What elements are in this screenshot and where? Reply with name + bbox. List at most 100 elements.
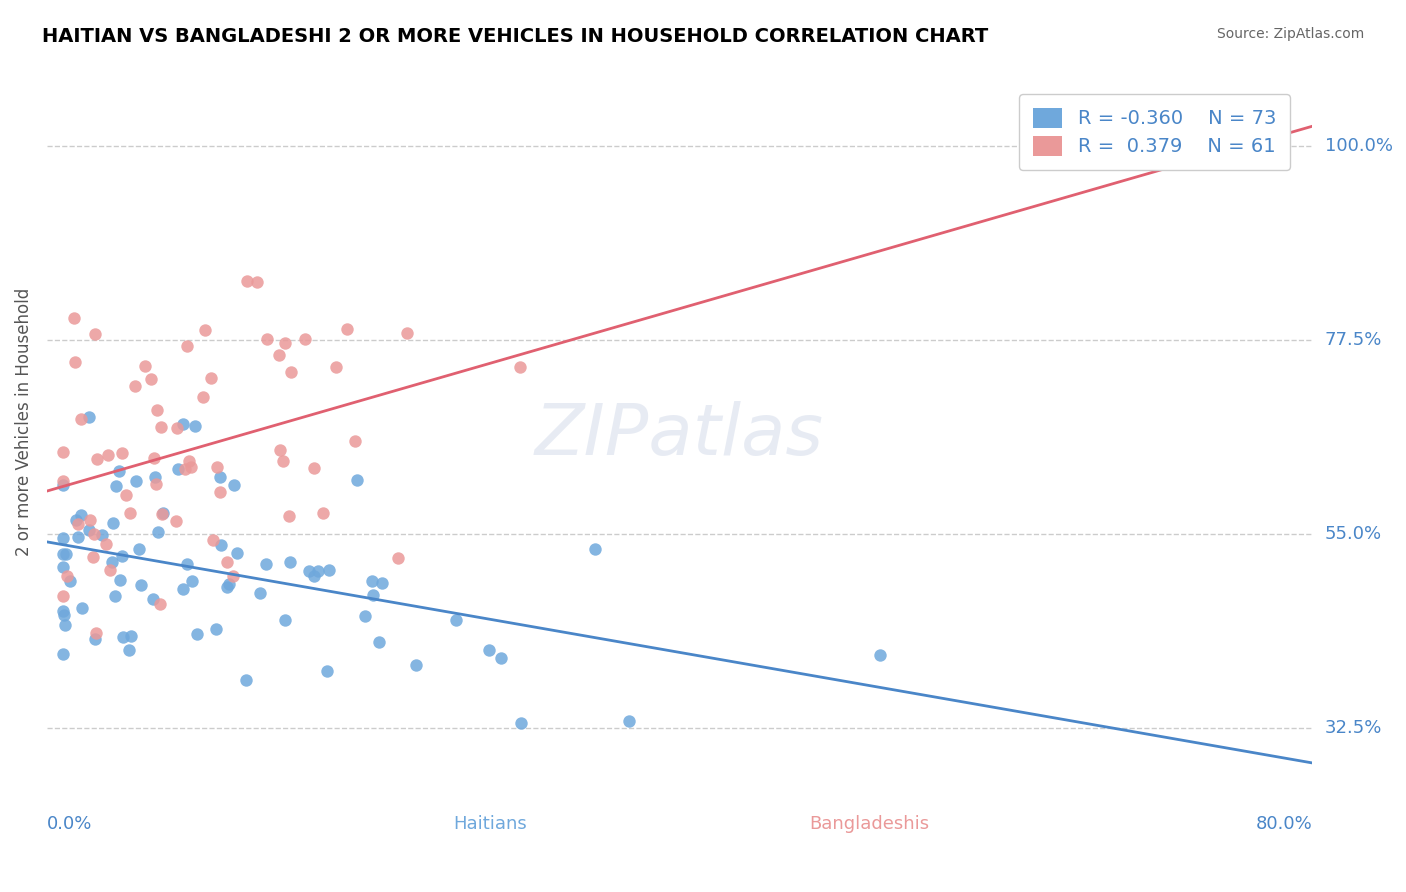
Point bbox=[200, 371, 222, 385]
Point bbox=[387, 550, 409, 565]
Point bbox=[278, 555, 301, 569]
Point bbox=[316, 664, 339, 678]
Y-axis label: 2 or more Vehicles in Household: 2 or more Vehicles in Household bbox=[15, 288, 32, 556]
Point bbox=[83, 527, 105, 541]
Point bbox=[249, 586, 271, 600]
Point bbox=[396, 326, 419, 340]
Text: Haitians: Haitians bbox=[453, 814, 527, 832]
Text: Bangladeshis: Bangladeshis bbox=[810, 814, 929, 832]
Point bbox=[215, 580, 238, 594]
Point bbox=[86, 452, 108, 467]
Text: 32.5%: 32.5% bbox=[1324, 719, 1382, 737]
Point bbox=[66, 530, 89, 544]
Point bbox=[325, 360, 347, 375]
Point bbox=[245, 276, 267, 290]
Point bbox=[226, 546, 249, 560]
Point bbox=[184, 419, 207, 434]
Point bbox=[86, 626, 108, 640]
Point bbox=[166, 421, 188, 435]
Point bbox=[84, 326, 107, 341]
Point bbox=[128, 541, 150, 556]
Point bbox=[103, 516, 125, 530]
Point bbox=[869, 648, 891, 663]
Point bbox=[363, 588, 385, 602]
Point bbox=[583, 542, 606, 557]
Point bbox=[208, 485, 231, 500]
Point bbox=[180, 459, 202, 474]
Point bbox=[510, 716, 533, 731]
Point bbox=[143, 470, 166, 484]
Point bbox=[124, 474, 146, 488]
Point bbox=[124, 379, 146, 393]
Point bbox=[208, 470, 231, 484]
Point bbox=[52, 604, 75, 618]
Point bbox=[167, 462, 190, 476]
Point bbox=[174, 462, 197, 476]
Point bbox=[84, 632, 107, 646]
Point bbox=[70, 411, 93, 425]
Point bbox=[256, 332, 278, 346]
Point bbox=[444, 613, 467, 627]
Point bbox=[90, 527, 112, 541]
Point bbox=[353, 608, 375, 623]
Point bbox=[52, 445, 75, 459]
Point bbox=[176, 339, 198, 353]
Point bbox=[307, 564, 329, 578]
Point bbox=[280, 365, 302, 379]
Point bbox=[617, 714, 640, 728]
Point bbox=[277, 509, 299, 524]
Point bbox=[101, 555, 124, 569]
Point bbox=[294, 332, 316, 346]
Point bbox=[152, 507, 174, 521]
Point bbox=[134, 359, 156, 373]
Text: 80.0%: 80.0% bbox=[1256, 814, 1312, 832]
Point bbox=[274, 335, 297, 350]
Point bbox=[222, 568, 245, 582]
Point bbox=[142, 591, 165, 606]
Point bbox=[52, 647, 75, 661]
Point bbox=[360, 574, 382, 588]
Point bbox=[269, 348, 291, 362]
Point bbox=[298, 564, 321, 578]
Point bbox=[62, 311, 84, 326]
Point bbox=[236, 274, 259, 288]
Point bbox=[77, 409, 100, 424]
Point bbox=[336, 322, 359, 336]
Point bbox=[312, 506, 335, 520]
Point bbox=[67, 516, 90, 531]
Point bbox=[131, 577, 153, 591]
Point bbox=[367, 635, 389, 649]
Text: 0.0%: 0.0% bbox=[46, 814, 93, 832]
Point bbox=[55, 547, 77, 561]
Point bbox=[118, 642, 141, 657]
Point bbox=[152, 506, 174, 520]
Point bbox=[79, 513, 101, 527]
Point bbox=[111, 549, 134, 564]
Point bbox=[304, 461, 326, 475]
Point bbox=[139, 371, 162, 385]
Text: 100.0%: 100.0% bbox=[1324, 137, 1393, 155]
Point bbox=[112, 630, 135, 644]
Point bbox=[165, 514, 187, 528]
Point bbox=[215, 555, 238, 569]
Point bbox=[52, 559, 75, 574]
Point bbox=[177, 454, 200, 468]
Text: HAITIAN VS BANGLADESHI 2 OR MORE VEHICLES IN HOUSEHOLD CORRELATION CHART: HAITIAN VS BANGLADESHI 2 OR MORE VEHICLE… bbox=[42, 27, 988, 45]
Text: Source: ZipAtlas.com: Source: ZipAtlas.com bbox=[1216, 27, 1364, 41]
Point bbox=[181, 574, 204, 588]
Point bbox=[59, 574, 82, 588]
Point bbox=[120, 629, 142, 643]
Point bbox=[105, 478, 128, 492]
Point bbox=[104, 589, 127, 603]
Text: 77.5%: 77.5% bbox=[1324, 331, 1382, 349]
Point bbox=[65, 512, 87, 526]
Text: ZIPatlas: ZIPatlas bbox=[536, 401, 824, 470]
Point bbox=[274, 613, 297, 627]
Point bbox=[53, 618, 76, 632]
Text: 55.0%: 55.0% bbox=[1324, 524, 1382, 543]
Point bbox=[108, 574, 131, 588]
Point bbox=[344, 434, 367, 449]
Point bbox=[52, 547, 75, 561]
Point bbox=[271, 453, 294, 467]
Point bbox=[143, 451, 166, 466]
